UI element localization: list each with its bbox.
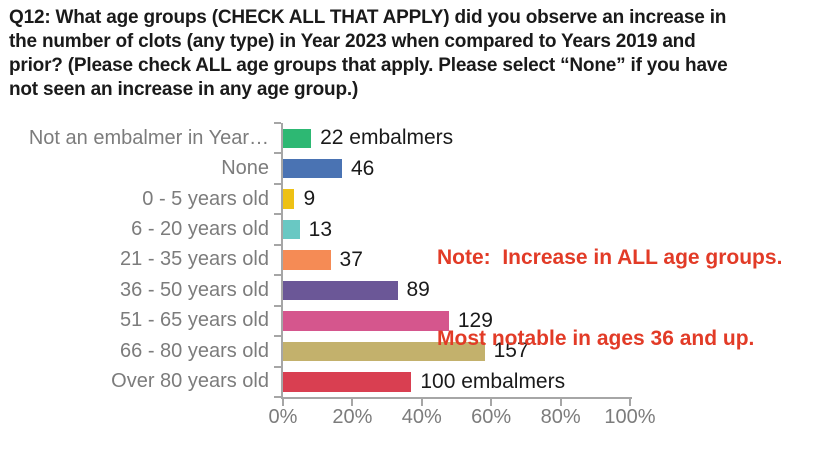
y-axis-tick xyxy=(274,304,281,307)
y-axis-tick xyxy=(274,152,281,155)
note-line-2: Most notable in ages 36 and up. xyxy=(437,327,755,350)
value-label: 100 embalmers xyxy=(420,369,566,393)
x-axis-tick xyxy=(351,399,354,406)
bar-row: 13 xyxy=(283,214,630,244)
category-label: 6 - 20 years old xyxy=(131,218,269,241)
category-label: 21 - 35 years old xyxy=(120,248,269,271)
x-axis-tick-label: 40% xyxy=(401,406,442,428)
category-axis-labels: Not an embalmer in Year… None 0 - 5 years … xyxy=(0,123,276,397)
bar-row: 100 embalmers xyxy=(283,367,630,397)
value-label: 37 xyxy=(339,247,363,271)
x-axis-tick xyxy=(559,399,562,406)
bar-row: 22 embalmers xyxy=(283,123,630,153)
value-label: 9 xyxy=(303,187,316,211)
x-axis-tick-label: 60% xyxy=(471,406,512,428)
x-axis-tick-label: 80% xyxy=(540,406,581,428)
category-label: 36 - 50 years old xyxy=(120,278,269,301)
bar xyxy=(283,311,449,331)
x-axis-tick xyxy=(490,399,493,406)
category-label: None xyxy=(221,157,269,180)
bar xyxy=(283,189,295,209)
category-label: Over 80 years old xyxy=(111,370,269,393)
y-axis-tick xyxy=(274,335,281,338)
x-axis-tick xyxy=(420,399,423,406)
value-label: 89 xyxy=(406,278,430,302)
bar-row: 157 xyxy=(283,336,630,366)
value-label: 46 xyxy=(350,156,375,180)
x-axis-line xyxy=(281,397,632,399)
x-axis-tick xyxy=(629,399,631,406)
x-axis-tick-label: 100% xyxy=(604,406,656,428)
value-label: 129 xyxy=(457,308,493,332)
value-label: 157 xyxy=(493,339,529,363)
bar-row: 9 xyxy=(283,184,630,214)
category-label: Not an embalmer in Year… xyxy=(28,126,269,149)
note-annotation: Note: Increase in ALL age groups. Most n… xyxy=(437,190,782,406)
x-axis-tick-label: 0% xyxy=(268,406,298,428)
bar xyxy=(283,372,412,392)
x-axis-tick-labels: 0% 20% 40% 60% 80% 100% xyxy=(269,406,656,432)
bar xyxy=(283,158,342,179)
y-axis-tick xyxy=(274,365,281,368)
y-axis-tick xyxy=(274,182,281,185)
note-line-1: Note: Increase in ALL age groups. xyxy=(437,246,783,269)
x-axis-tick-label: 20% xyxy=(332,406,373,428)
x-axis-tick xyxy=(282,399,284,406)
y-axis-tick xyxy=(274,274,281,277)
question-title: Q12: What age groups (CHECK ALL THAT APP… xyxy=(9,7,728,100)
y-axis-tick xyxy=(274,396,281,398)
bar xyxy=(283,341,485,362)
category-label: 51 - 65 years old xyxy=(120,309,269,332)
bar-row: 129 xyxy=(283,306,630,336)
value-label: 13 xyxy=(308,217,332,241)
category-label: 0 - 5 years old xyxy=(142,187,269,210)
y-axis-tick xyxy=(274,122,281,124)
category-label: 66 - 80 years old xyxy=(120,339,269,362)
plot-area: 22 embalmers 46 9 13 37 89 129 157 100 embalmers xyxy=(274,122,632,406)
value-label: 22 embalmers xyxy=(320,126,454,150)
y-axis-line xyxy=(281,123,283,399)
bar xyxy=(283,128,312,148)
bar xyxy=(283,280,398,301)
bar-row: 46 xyxy=(283,153,630,183)
bar xyxy=(283,219,300,240)
bar-row: 37 xyxy=(283,245,630,275)
y-axis-tick xyxy=(274,243,281,246)
bar xyxy=(283,250,331,270)
bar-row: 89 xyxy=(283,275,630,305)
y-axis-tick xyxy=(274,213,281,216)
